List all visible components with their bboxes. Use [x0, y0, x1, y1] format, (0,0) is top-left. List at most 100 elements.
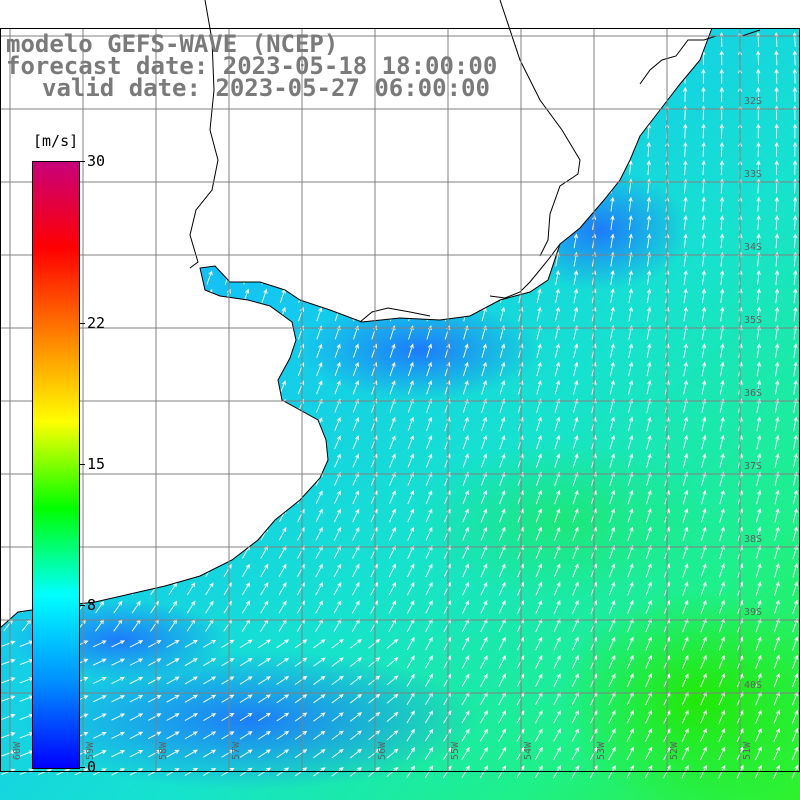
wind-arrow	[499, 508, 506, 523]
wind-arrow	[536, 288, 542, 304]
wind-arrow	[481, 361, 487, 377]
wind-arrow	[313, 730, 326, 740]
wind-arrow	[313, 748, 326, 759]
wind-arrow	[755, 636, 762, 651]
wind-arrow	[791, 746, 799, 761]
wind-arrow	[388, 526, 396, 541]
wind-arrow	[166, 713, 180, 721]
wind-arrow	[610, 196, 615, 212]
wind-arrow	[93, 677, 107, 684]
wind-arrow	[700, 544, 707, 560]
lat-label: 36S	[744, 388, 762, 399]
wind-arrow	[756, 68, 761, 84]
wind-arrow	[628, 288, 633, 304]
wind-arrow	[683, 160, 688, 176]
wind-arrow	[481, 343, 487, 358]
wind-arrow	[315, 508, 323, 523]
wind-arrow	[609, 544, 616, 560]
wind-arrow	[260, 545, 269, 559]
wind-arrow	[682, 416, 689, 432]
wind-arrow	[608, 746, 616, 761]
wind-arrow	[555, 269, 560, 285]
wind-arrow	[276, 676, 290, 685]
wind-arrow	[553, 746, 561, 761]
wind-arrow	[628, 306, 634, 322]
wind-arrow	[572, 434, 579, 450]
wind-arrow	[719, 160, 725, 176]
wind-arrow	[681, 673, 689, 688]
wind-arrow	[205, 600, 214, 614]
wind-arrow	[462, 581, 469, 596]
wind-arrow	[534, 728, 543, 742]
wind-arrow	[352, 581, 360, 596]
wind-arrow	[349, 638, 362, 649]
wind-arrow	[572, 544, 579, 560]
wind-arrow	[792, 654, 799, 669]
wind-arrow	[184, 676, 199, 685]
wind-arrow	[480, 545, 488, 559]
wind-arrow	[683, 214, 688, 231]
wind-arrow	[774, 489, 780, 505]
wind-arrow	[774, 123, 779, 139]
wind-arrow	[627, 489, 634, 505]
wind-arrow	[681, 691, 689, 706]
wind-arrow	[773, 673, 780, 688]
wind-arrow	[683, 361, 688, 377]
wind-arrow	[755, 654, 762, 669]
wind-arrow	[462, 435, 469, 450]
wind-arrow	[129, 713, 144, 721]
wind-arrow	[221, 694, 235, 703]
wind-arrow	[333, 508, 341, 523]
wind-arrow	[260, 563, 269, 578]
wind-arrow	[331, 657, 344, 667]
wind-arrow	[718, 746, 726, 761]
wind-arrow	[461, 600, 470, 614]
wind-arrow	[424, 710, 434, 724]
wind-arrow	[334, 453, 341, 468]
wind-arrow	[258, 676, 271, 685]
wind-arrow	[480, 453, 488, 468]
wind-arrow	[719, 434, 725, 450]
wind-arrow	[111, 713, 126, 721]
wind-arrow	[407, 380, 414, 395]
wind-arrow	[425, 600, 433, 614]
wind-arrow	[276, 639, 290, 649]
wind-arrow	[756, 416, 762, 432]
wind-arrow	[462, 380, 469, 395]
wind-arrow	[407, 343, 414, 358]
wind-arrow	[184, 731, 199, 740]
wind-arrow	[573, 306, 579, 322]
wind-arrow	[315, 582, 323, 596]
wind-arrow	[683, 86, 688, 102]
wind-arrow	[774, 68, 779, 84]
wind-arrow	[608, 599, 616, 614]
colorbar-tick-label: 15	[87, 455, 106, 473]
wind-arrow	[315, 545, 323, 559]
wind-arrow	[168, 600, 178, 614]
wind-arrow	[701, 141, 706, 157]
wind-arrow	[278, 545, 287, 559]
wind-arrow	[774, 563, 780, 578]
wind-arrow	[792, 489, 798, 505]
wind-arrow	[626, 746, 634, 761]
wind-arrow	[572, 416, 579, 432]
wind-arrow	[389, 380, 396, 395]
wind-arrow	[792, 581, 799, 596]
wind-arrow	[331, 748, 344, 759]
wind-arrow	[206, 270, 213, 285]
wind-arrow	[774, 434, 780, 450]
wind-arrow	[681, 654, 689, 669]
wind-arrow	[129, 658, 144, 666]
wind-arrow	[147, 695, 162, 703]
wind-arrow	[129, 640, 144, 648]
wind-arrow	[700, 581, 707, 596]
lat-label: 33S	[744, 169, 762, 180]
wind-arrow	[480, 673, 488, 687]
wind-arrow	[480, 563, 488, 578]
wind-arrow	[701, 269, 707, 285]
wind-arrow	[553, 544, 561, 560]
wind-arrow	[443, 728, 452, 742]
wind-arrow	[334, 343, 341, 358]
wind-arrow	[700, 636, 707, 651]
wind-arrow	[609, 361, 615, 377]
